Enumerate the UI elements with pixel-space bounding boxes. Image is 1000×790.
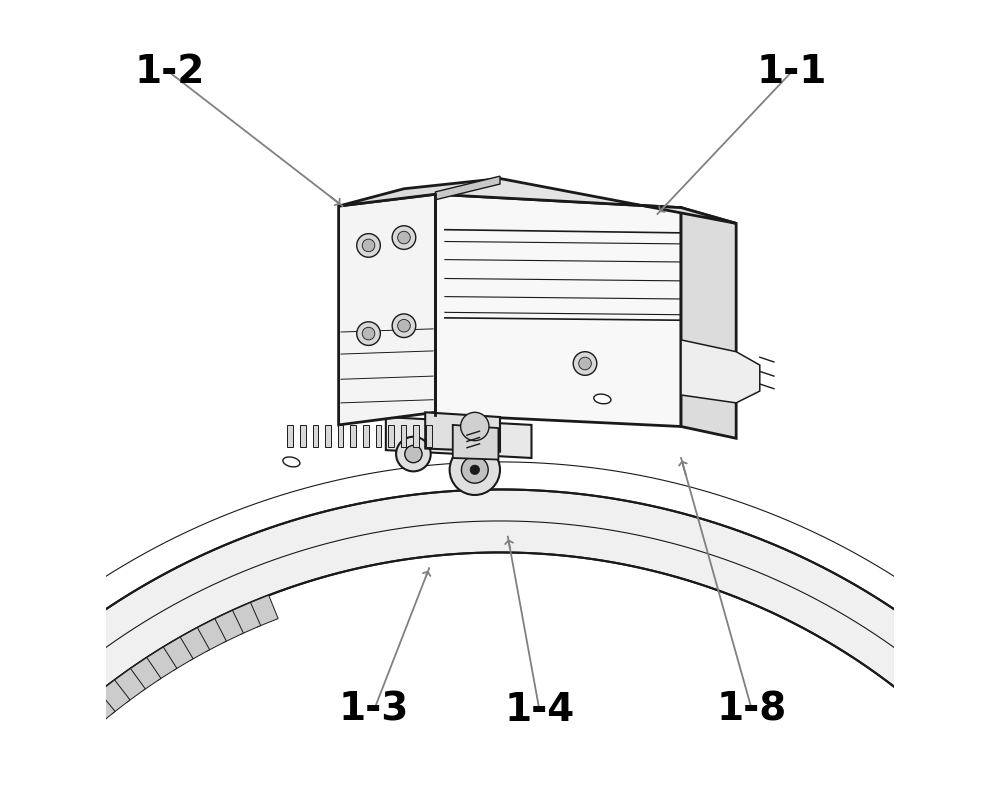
Polygon shape bbox=[144, 647, 177, 680]
Text: 1-4: 1-4 bbox=[504, 691, 574, 729]
Polygon shape bbox=[287, 425, 293, 447]
Polygon shape bbox=[325, 425, 331, 447]
Text: 1-1: 1-1 bbox=[756, 53, 826, 91]
Polygon shape bbox=[112, 668, 145, 702]
Circle shape bbox=[392, 314, 416, 337]
Polygon shape bbox=[401, 425, 406, 447]
Polygon shape bbox=[435, 179, 736, 224]
Ellipse shape bbox=[283, 457, 300, 467]
Polygon shape bbox=[363, 425, 369, 447]
Polygon shape bbox=[12, 758, 46, 790]
Circle shape bbox=[470, 465, 480, 475]
Polygon shape bbox=[212, 611, 243, 643]
Polygon shape bbox=[426, 425, 432, 447]
Polygon shape bbox=[97, 680, 130, 713]
Polygon shape bbox=[435, 194, 681, 427]
Circle shape bbox=[398, 231, 410, 244]
Polygon shape bbox=[25, 744, 59, 778]
Polygon shape bbox=[435, 176, 500, 200]
Text: 1-3: 1-3 bbox=[339, 691, 409, 729]
Polygon shape bbox=[339, 179, 500, 206]
Circle shape bbox=[357, 234, 380, 258]
Polygon shape bbox=[413, 425, 419, 447]
Polygon shape bbox=[425, 412, 500, 452]
Circle shape bbox=[579, 357, 591, 370]
Polygon shape bbox=[0, 773, 33, 790]
Polygon shape bbox=[350, 425, 356, 447]
Polygon shape bbox=[128, 657, 161, 691]
Circle shape bbox=[405, 446, 422, 463]
Polygon shape bbox=[161, 637, 193, 671]
Polygon shape bbox=[82, 692, 115, 726]
Polygon shape bbox=[313, 425, 318, 447]
Polygon shape bbox=[39, 731, 72, 764]
Polygon shape bbox=[453, 425, 498, 460]
Circle shape bbox=[461, 412, 489, 441]
Circle shape bbox=[450, 445, 500, 495]
Text: 1-2: 1-2 bbox=[134, 53, 205, 91]
Polygon shape bbox=[178, 627, 210, 660]
Polygon shape bbox=[681, 340, 760, 403]
Text: 1-8: 1-8 bbox=[717, 691, 787, 729]
Polygon shape bbox=[0, 490, 1000, 790]
Polygon shape bbox=[67, 705, 100, 738]
Polygon shape bbox=[248, 595, 278, 627]
Ellipse shape bbox=[594, 394, 611, 404]
Circle shape bbox=[573, 352, 597, 375]
Circle shape bbox=[398, 319, 410, 332]
Polygon shape bbox=[195, 619, 226, 652]
Polygon shape bbox=[386, 417, 531, 458]
Polygon shape bbox=[376, 425, 381, 447]
Polygon shape bbox=[338, 425, 343, 447]
Polygon shape bbox=[339, 194, 435, 425]
Polygon shape bbox=[681, 208, 736, 438]
Polygon shape bbox=[53, 717, 86, 751]
Circle shape bbox=[362, 327, 375, 340]
Circle shape bbox=[392, 226, 416, 250]
Polygon shape bbox=[388, 425, 394, 447]
Circle shape bbox=[461, 457, 488, 483]
Circle shape bbox=[396, 437, 431, 472]
Circle shape bbox=[362, 239, 375, 252]
Polygon shape bbox=[0, 788, 21, 790]
Polygon shape bbox=[230, 603, 261, 634]
Circle shape bbox=[357, 322, 380, 345]
Polygon shape bbox=[300, 425, 306, 447]
